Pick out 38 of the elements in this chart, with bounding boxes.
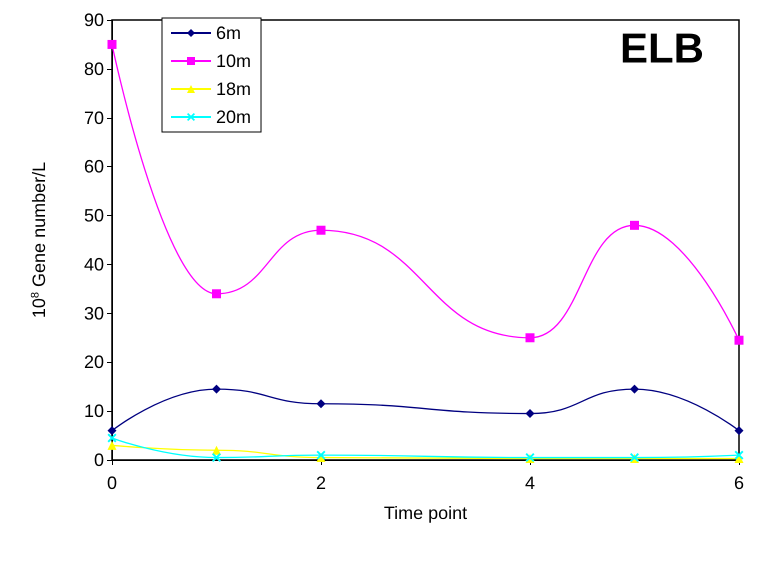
point [212,453,221,462]
legend-label: 6m [216,23,242,43]
point [316,450,326,460]
point [734,336,744,345]
legend-label: 20m [216,107,252,127]
point [108,40,116,49]
y-tick-label: 40 [84,254,104,274]
point [526,409,534,418]
legend-label: 10m [216,51,252,71]
y-tick-label: 80 [84,58,104,79]
y-tick-label: 20 [84,352,104,372]
x-axis-title: Time point [384,503,468,523]
point [212,384,221,394]
y-tick-label: 50 [84,206,104,226]
point [734,450,744,460]
y-tick-label: 10 [84,401,104,422]
point [316,226,326,235]
point [108,434,116,442]
x-tick-label: 6 [734,473,744,493]
point [316,399,326,408]
y-tick-label: 90 [84,10,104,30]
point [108,440,116,450]
point [108,426,116,436]
point [526,333,534,342]
y-tick-label: 0 [94,450,104,470]
y-tick-label: 30 [84,303,104,324]
point [630,220,639,230]
x-tick-label: 2 [316,473,326,493]
legend-label: 18m [216,79,252,99]
point [212,289,221,298]
x-tick-label: 4 [524,473,536,493]
y-tick-label: 60 [84,156,104,177]
y-axis-title: 108 Gene number/L [29,162,49,318]
x-tick-label: 0 [106,473,118,493]
point [630,384,639,394]
chart-title: ELB [620,24,704,72]
point [734,426,744,436]
y-tick-label: 70 [84,108,104,128]
